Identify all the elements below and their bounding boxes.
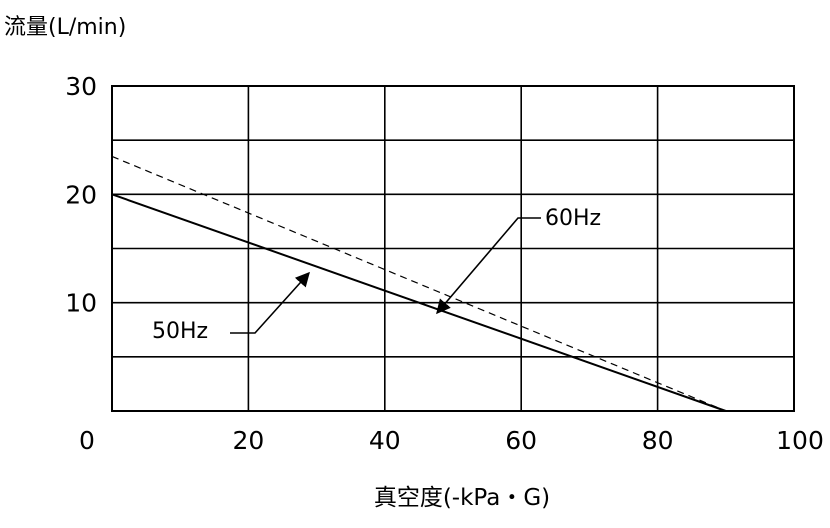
x-tick-label: 0 [79, 426, 95, 455]
y-tick-label: 10 [65, 289, 97, 318]
x-tick-label: 40 [369, 426, 401, 455]
series-label-50hz: 50Hz [152, 319, 208, 344]
x-tick-label: 20 [232, 426, 264, 455]
series-layer [111, 155, 727, 412]
grid [112, 86, 794, 411]
y-tick-labels: 10 20 30 [65, 72, 97, 318]
y-tick-label: 30 [65, 72, 97, 101]
x-tick-label: 80 [642, 426, 674, 455]
x-tick-labels: 0 20 40 60 80 100 [79, 426, 824, 455]
leader-line-60hz [436, 217, 541, 315]
y-axis-label: 流量(L/min) [4, 15, 126, 40]
series-label-60hz: 60Hz [545, 206, 601, 231]
x-tick-label: 60 [505, 426, 537, 455]
leader-line-50hz [230, 271, 310, 334]
x-tick-label: 100 [776, 426, 824, 455]
series-line-60hz [111, 155, 727, 412]
x-axis-label: 真空度(-kPa・G) [374, 485, 550, 511]
y-tick-label: 20 [65, 180, 97, 209]
plot-frame [111, 85, 795, 412]
series-line-50hz [111, 193, 727, 412]
